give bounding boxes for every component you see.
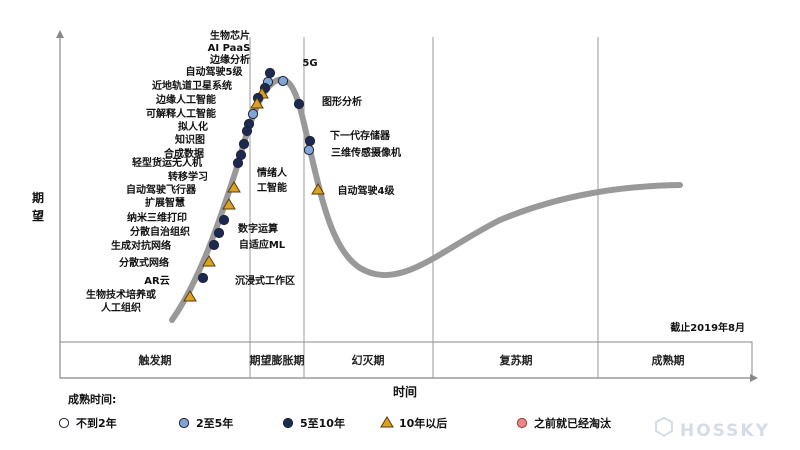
- y-axis-arrow: [56, 30, 64, 38]
- tech-marker: [197, 272, 209, 284]
- legend: 不到2年 2至5年 5至10年 10年以后 之前就已经淘汰: [58, 416, 612, 430]
- tech-label: 三维传感摄像机: [331, 146, 401, 159]
- tech-label: 情绪人工智能: [257, 166, 288, 194]
- legend-label: 10年以后: [399, 416, 447, 430]
- watermark-logo-icon: [655, 416, 673, 438]
- tech-marker: [247, 108, 259, 120]
- legend-label: 不到2年: [76, 416, 117, 430]
- tech-label: 分散自治组织: [130, 225, 190, 238]
- tech-label: 拟人化: [178, 120, 208, 133]
- tech-label: 下一代存储器: [330, 129, 391, 142]
- tech-marker: [232, 157, 244, 169]
- hype-curve: [169, 76, 683, 323]
- tech-label: 生物技术培养或人工组织: [86, 288, 156, 314]
- tech-label: 5G: [302, 58, 317, 69]
- tech-label: 轻型货运无人机: [132, 156, 202, 169]
- tech-label: 自动驾驶4级: [338, 184, 396, 197]
- tech-marker: [241, 125, 253, 137]
- tech-label: 分散式网络: [119, 256, 169, 269]
- tech-label: 生成对抗网络: [111, 239, 171, 252]
- tech-label: 数字运算: [238, 222, 278, 235]
- tech-marker: [208, 239, 220, 251]
- tech-marker: [293, 98, 305, 110]
- phase-band: [59, 341, 753, 379]
- tech-marker: [304, 135, 316, 147]
- tech-label: 近地轨道卫星系统: [152, 79, 232, 92]
- legend-label: 5至10年: [300, 416, 345, 430]
- tech-label: 沉浸式工作区: [235, 274, 295, 287]
- tech-marker: [264, 67, 276, 79]
- tech-label: 纳米三维打印: [127, 211, 187, 224]
- legend-circle-icon: [58, 417, 70, 429]
- tech-marker: [202, 255, 216, 267]
- tech-label: 合成数据: [163, 147, 204, 160]
- y-axis-title-char-1: 期: [32, 190, 44, 205]
- tech-marker: [213, 227, 225, 239]
- tech-marker: [227, 181, 241, 193]
- tech-label: 扩展智慧: [145, 196, 185, 209]
- legend-triangle-icon: [380, 416, 394, 428]
- tech-label: 可解释人工智能: [146, 107, 216, 120]
- tech-label: 自适应ML: [239, 238, 286, 251]
- tech-label: AI PaaS: [208, 43, 251, 54]
- tech-marker: [238, 138, 250, 150]
- tech-marker: [311, 183, 325, 195]
- tech-label: 自动驾驶5级: [186, 65, 244, 78]
- tech-marker: [277, 75, 289, 87]
- tech-label: 边缘人工智能: [155, 93, 216, 106]
- legend-circle-icon: [178, 417, 190, 429]
- legend-circle-icon: [282, 417, 294, 429]
- tech-label: 知识图: [174, 133, 205, 146]
- tech-marker: [183, 290, 197, 302]
- tech-markers: [183, 67, 325, 302]
- tech-marker: [303, 144, 315, 156]
- legend-obsolete-icon: [516, 417, 528, 429]
- date-note: 截止2019年8月: [670, 321, 745, 334]
- legend-label: 之前就已经淘汰: [534, 416, 612, 430]
- y-axis-title-char-2: 望: [32, 208, 44, 223]
- tech-marker: [222, 198, 236, 210]
- tech-label: 转移学习: [168, 170, 208, 183]
- x-axis-title: 时间: [393, 384, 417, 399]
- tech-label: 边缘分析: [209, 53, 250, 66]
- legend-title: 成熟时间:: [68, 392, 116, 406]
- tech-label: AR云: [144, 275, 169, 287]
- phase-label-slope: 复苏期: [499, 353, 533, 367]
- phase-label-plateau: 成熟期: [652, 353, 685, 367]
- tech-label: 生物芯片: [210, 29, 250, 42]
- tech-marker: [218, 214, 230, 226]
- watermark-text: HOSSKY: [680, 421, 770, 441]
- tech-label: 图形分析: [322, 95, 362, 108]
- phase-label-peak: 期望膨胀期: [250, 353, 305, 367]
- phase-label-trough: 幻灭期: [352, 353, 385, 367]
- phase-label-trigger: 触发期: [138, 353, 172, 367]
- tech-marker: [250, 97, 264, 109]
- legend-label: 2至5年: [196, 416, 233, 430]
- tech-label: 自动驾驶飞行器: [126, 183, 197, 196]
